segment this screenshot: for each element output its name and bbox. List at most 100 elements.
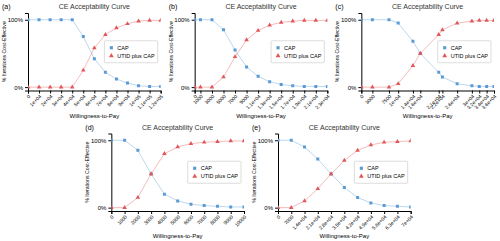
x-tick-mark bbox=[72, 91, 73, 94]
y-tick-label: 100% bbox=[8, 17, 24, 23]
series-marker bbox=[369, 201, 372, 204]
x-axis-line bbox=[279, 212, 412, 215]
x-tick-mark bbox=[384, 211, 385, 214]
series-marker bbox=[411, 63, 416, 67]
y-tick-mark bbox=[358, 20, 361, 21]
x-axis-line bbox=[112, 212, 245, 215]
x-tick-mark bbox=[217, 211, 218, 214]
x-tick: 3.6e+04 bbox=[480, 91, 497, 111]
series-marker bbox=[397, 22, 400, 25]
x-tick-mark bbox=[304, 91, 305, 94]
series-marker bbox=[361, 84, 363, 88]
x-tick-mark bbox=[39, 91, 40, 94]
series-line bbox=[28, 20, 161, 87]
x-tick: 7e+04 bbox=[400, 211, 414, 228]
series-marker bbox=[203, 204, 206, 207]
series-marker bbox=[229, 205, 232, 208]
plot-area bbox=[28, 18, 161, 89]
x-tick: 2.6e+04 bbox=[443, 91, 460, 111]
series-marker bbox=[303, 85, 306, 88]
x-tick: 7000 bbox=[196, 211, 208, 226]
series-marker bbox=[38, 18, 41, 21]
series-marker bbox=[314, 85, 317, 88]
y-axis-title: % Iterations Cost-Effective bbox=[1, 21, 7, 82]
series-marker bbox=[256, 28, 261, 32]
series-marker bbox=[470, 84, 473, 87]
x-tick-mark bbox=[94, 91, 95, 94]
x-tick-mark bbox=[442, 91, 443, 94]
panel-label: (a) bbox=[2, 3, 11, 11]
legend: CAPUTID plus CAP bbox=[354, 161, 407, 183]
series-marker bbox=[383, 204, 386, 207]
x-tick-mark bbox=[235, 91, 236, 94]
y-tick-label: 100% bbox=[258, 138, 274, 144]
series-marker bbox=[195, 18, 197, 21]
x-tick-mark bbox=[244, 211, 245, 214]
series-marker bbox=[343, 186, 346, 189]
x-tick-mark bbox=[204, 211, 205, 214]
series-marker bbox=[470, 18, 475, 22]
series-marker bbox=[387, 84, 392, 88]
y-tick-label: 100% bbox=[174, 17, 190, 23]
series-marker bbox=[104, 71, 107, 74]
series-marker bbox=[71, 18, 74, 21]
series-marker bbox=[289, 205, 294, 209]
x-tick-mark bbox=[358, 211, 359, 214]
series-marker bbox=[436, 32, 441, 36]
series-marker bbox=[176, 199, 179, 202]
x-tick-label: 0 bbox=[25, 93, 31, 99]
series-line bbox=[111, 140, 244, 207]
panel: 01e+042e+043e+044e+045e+046e+047e+048e+0… bbox=[1, 3, 164, 119]
x-tick: 5000 bbox=[215, 91, 227, 106]
x-tick-label: 6000 bbox=[182, 214, 194, 226]
series-marker bbox=[257, 75, 260, 78]
title: CE Acceptability Curve bbox=[225, 3, 296, 11]
series-marker bbox=[158, 18, 160, 22]
figure: 01e+042e+043e+044e+045e+046e+047e+048e+0… bbox=[0, 0, 500, 241]
series-marker bbox=[189, 141, 194, 145]
series-marker bbox=[125, 21, 130, 25]
series-marker bbox=[290, 18, 295, 22]
y-tick: 100% bbox=[258, 138, 278, 144]
x-tick: 0 bbox=[25, 91, 31, 100]
series-marker bbox=[49, 18, 52, 21]
series-marker bbox=[267, 22, 272, 26]
series-line bbox=[361, 20, 494, 87]
x-axis-title: Willingness-to-Pay bbox=[69, 113, 119, 119]
x-tick-mark bbox=[151, 211, 152, 214]
x-tick-mark bbox=[420, 91, 421, 94]
series-marker bbox=[279, 20, 284, 24]
legend-symbol bbox=[276, 46, 279, 49]
x-tick-mark bbox=[161, 91, 162, 94]
series-marker bbox=[441, 76, 444, 79]
x-axis-title: Willingness-to-Pay bbox=[403, 113, 453, 119]
x-tick: 1.6e+04 bbox=[407, 91, 424, 111]
series-marker bbox=[163, 193, 166, 196]
x-tick: 0 bbox=[109, 211, 115, 220]
y-tick-mark bbox=[25, 87, 28, 88]
x-tick-mark bbox=[125, 211, 126, 214]
series-marker bbox=[290, 139, 293, 142]
x-tick: 6.3e+04 bbox=[384, 211, 401, 231]
y-axis-line bbox=[358, 14, 362, 92]
legend-frame bbox=[104, 41, 157, 63]
y-axis-title: % Iterations Cost-Effective bbox=[84, 142, 90, 203]
x-tick-mark bbox=[457, 91, 458, 94]
legend: CAPUTID plus CAP bbox=[271, 41, 324, 63]
series-marker bbox=[122, 205, 127, 209]
plot-area bbox=[195, 18, 328, 89]
series-marker bbox=[280, 83, 283, 86]
series-marker bbox=[202, 140, 207, 144]
y-tick-mark bbox=[108, 140, 111, 141]
legend-symbol bbox=[443, 46, 446, 49]
x-axis: 0100030005000700090001.1e+041.3e+041.5e+… bbox=[192, 91, 331, 111]
x-tick-mark bbox=[479, 91, 480, 94]
series-marker bbox=[115, 78, 118, 81]
y-tick-label: 100% bbox=[341, 17, 357, 23]
y-tick: 100% bbox=[174, 17, 194, 23]
legend-symbol bbox=[193, 167, 196, 170]
x-tick: 4000 bbox=[156, 211, 168, 226]
y-tick: 0% bbox=[264, 205, 278, 211]
x-tick-label: 5000 bbox=[215, 93, 227, 105]
series-marker bbox=[81, 68, 86, 72]
